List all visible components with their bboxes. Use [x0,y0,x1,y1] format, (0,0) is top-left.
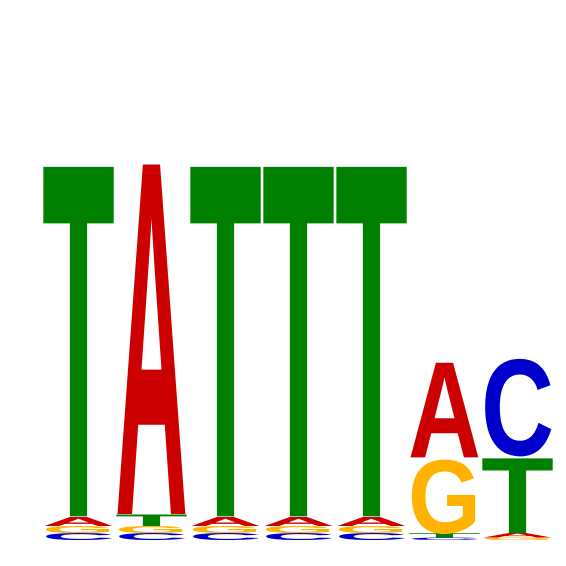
logo-letter-a: A [42,514,115,529]
logo-letter-a: A [262,514,335,529]
logo-letter-a: A [189,514,262,529]
logo-letter-c: C [335,531,408,542]
logo-letter-g: G [42,524,115,535]
logo-letter-c: C [115,531,188,542]
logo-letter-a: A [335,514,408,529]
logo-letter-t: T [42,58,115,566]
logo-letter-c: C [481,331,554,485]
logo-letter-c: C [42,531,115,542]
logo-letter-c: C [262,531,335,542]
logo-letter-a: A [408,333,481,487]
logo-letter-c: C [408,537,481,541]
logo-letter-t: T [262,58,335,566]
logo-letter-g: G [481,537,554,541]
logo-letter-t: T [189,58,262,566]
logo-letter-t: T [408,532,481,539]
logo-letter-g: G [335,524,408,535]
logo-letter-g: G [262,524,335,535]
logo-letter-t: T [335,58,408,566]
logo-letter-t: T [115,511,188,529]
logo-letter-t: T [481,436,554,557]
logo-letter-a: A [115,54,188,566]
logo-letter-g: G [189,524,262,535]
logo-letter-g: G [408,439,481,556]
logo-letter-c: C [189,531,262,542]
logo-letter-g: G [115,524,188,535]
logo-letter-a: A [481,532,554,539]
